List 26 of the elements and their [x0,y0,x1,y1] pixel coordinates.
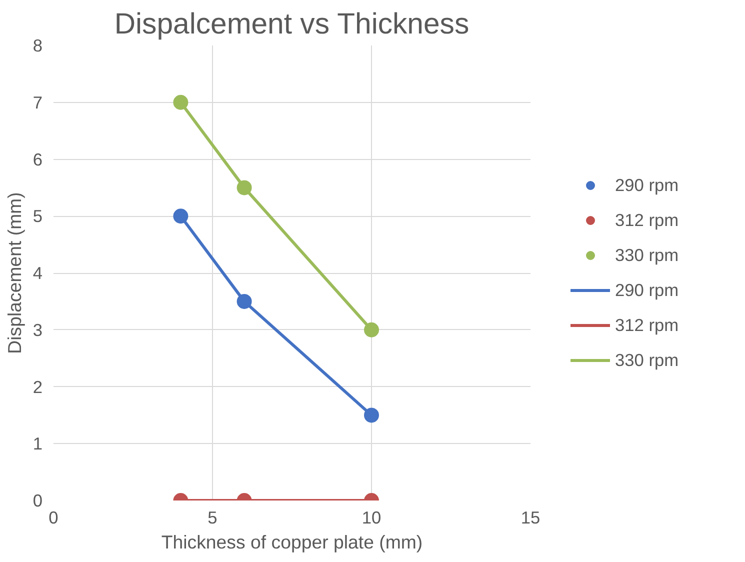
text: 312 rpm [615,210,679,230]
x-tick-label: 5 [208,508,218,528]
y-tick-label: 0 [32,490,43,510]
y-tick-label: 7 [32,92,43,112]
text: 290 rpm [615,174,679,194]
y-axis-title: Displacement (mm) [4,192,25,354]
y-tick-label: 1 [32,434,43,454]
chart-title: Dispalcement vs Thickness [114,8,470,40]
x-tick-label: 10 [362,508,382,528]
y-tick-label: 5 [32,206,43,226]
legend-label: 330 rpm [615,244,679,266]
y-tick-label: 4 [32,263,43,283]
y-tick-label: 8 [32,36,43,56]
x-axis-title: Thickness of copper plate (mm) [161,532,423,552]
legend-label: 290 rpm [615,280,679,300]
point [364,322,379,338]
legend-label: 312 rpm [615,314,679,336]
y-tick-label: 6 [32,149,43,170]
y-tick-label: 3 [32,320,43,340]
point [236,180,252,196]
x-tick-label: 0 [48,508,58,528]
point [236,294,252,309]
x-tick-label: 15 [520,508,540,528]
point [173,208,188,224]
text: 330 rpm [615,350,679,370]
y-tick-label: 2 [32,376,43,397]
